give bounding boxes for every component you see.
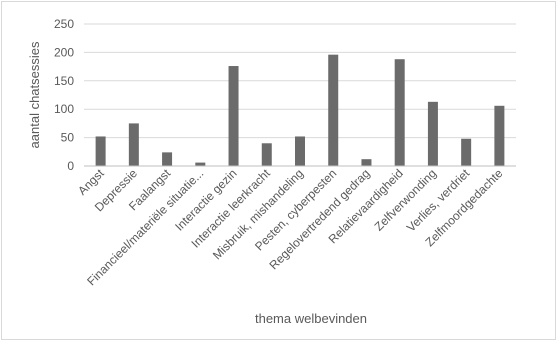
x-axis-ticks: AngstDepressieFaalangstFinancieel/materi…	[75, 166, 506, 289]
y-tick-label: 100	[54, 102, 74, 116]
y-tick-label: 150	[54, 74, 74, 88]
bars	[95, 54, 505, 167]
bar	[394, 59, 405, 166]
bar	[261, 143, 272, 166]
bar	[128, 123, 139, 166]
bar	[295, 136, 305, 166]
y-tick-label: 0	[67, 159, 74, 173]
bar	[162, 152, 173, 166]
bar	[361, 159, 372, 166]
gridlines	[84, 23, 516, 139]
y-tick-label: 250	[54, 17, 74, 31]
x-axis-title: thema welbevinden	[255, 311, 367, 326]
y-axis-ticks: 0 50 100 150 200 250	[54, 17, 74, 173]
y-tick-label: 50	[61, 131, 75, 145]
y-tick-label: 200	[54, 45, 74, 59]
bar	[95, 136, 106, 166]
bar	[427, 101, 438, 166]
bar	[228, 66, 239, 166]
bar	[494, 105, 505, 166]
bar	[195, 162, 206, 166]
bar	[328, 54, 339, 167]
bar	[461, 138, 472, 166]
y-axis-title: aantal chatsessies	[27, 41, 42, 148]
